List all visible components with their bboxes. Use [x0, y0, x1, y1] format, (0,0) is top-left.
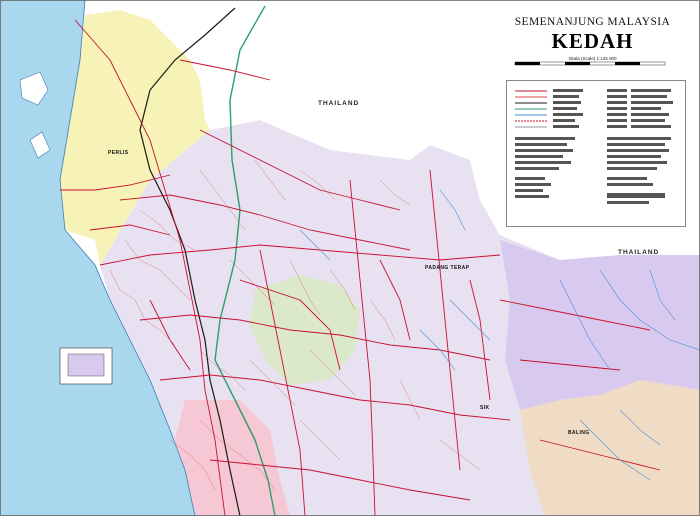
- label-sik: SIK: [480, 405, 490, 411]
- island-a: [19, 71, 49, 106]
- label-perlis: PERLIS: [108, 150, 129, 156]
- label-thailand-east: THAILAND: [618, 249, 660, 256]
- baling-region: [520, 380, 700, 516]
- island-b: [29, 131, 51, 159]
- inset-map: [59, 347, 113, 385]
- east-district: [500, 240, 700, 410]
- map-title-block: SEMENANJUNG MALAYSIA KEDAH Skala (Scale)…: [500, 16, 685, 61]
- scale-text: Skala (Scale) 1:125 000: [568, 56, 617, 61]
- state-border-line: [214, 5, 276, 516]
- railway-line: [139, 7, 241, 516]
- scale-bar: [514, 61, 666, 66]
- andaman-sea: [0, 0, 195, 516]
- map-title: KEDAH: [551, 29, 634, 53]
- legend-panel: [506, 80, 686, 227]
- minor-roads: [109, 159, 481, 491]
- urban-south-area: [175, 400, 290, 516]
- perlis-region: [60, 10, 210, 265]
- road-network: [60, 19, 661, 516]
- map-subtitle: SEMENANJUNG MALAYSIA: [514, 16, 671, 28]
- label-thailand-north: THAILAND: [318, 100, 360, 107]
- legend-content: [515, 89, 673, 204]
- central-green-district: [250, 275, 360, 385]
- label-padang-terap: PADANG TERAP: [425, 265, 470, 271]
- coastline: [59, 0, 196, 516]
- river-network: [299, 189, 700, 481]
- label-baling: BALING: [568, 430, 590, 436]
